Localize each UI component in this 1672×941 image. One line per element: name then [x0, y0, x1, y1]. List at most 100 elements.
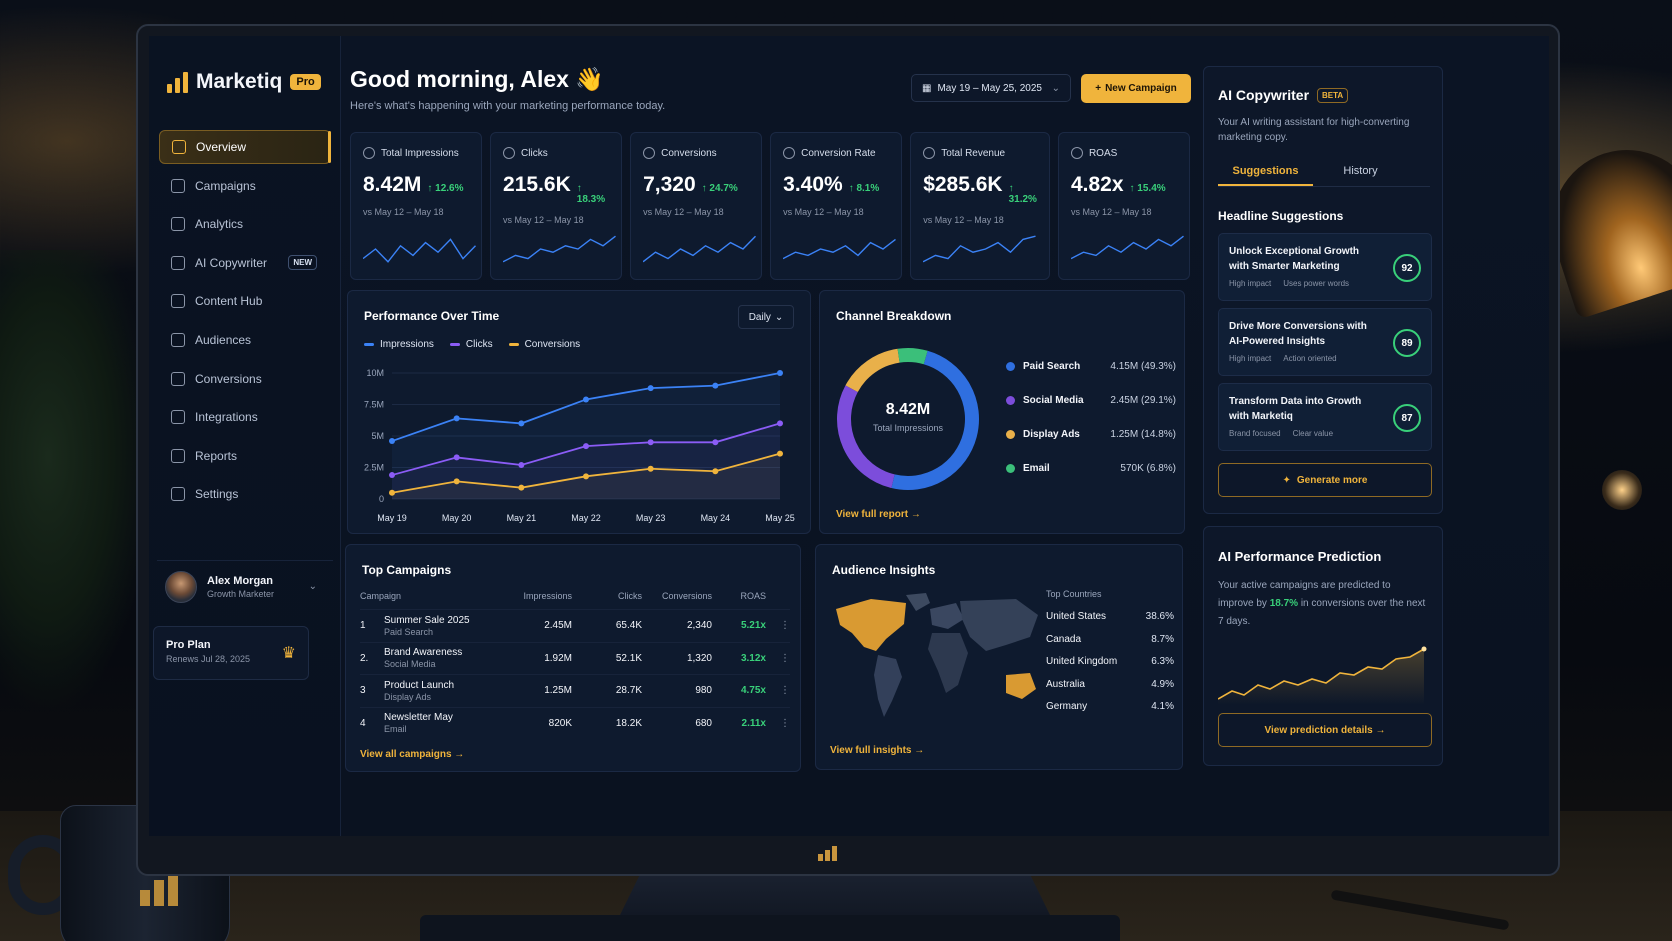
data-point-impressions[interactable]	[712, 382, 719, 389]
plan-card[interactable]: Pro Plan Renews Jul 28, 2025 ♛	[153, 626, 309, 680]
data-point-conversions[interactable]	[647, 465, 654, 472]
table-row[interactable]: 4 Newsletter May Email 820K 18.2K 680 2.11x ⋮	[360, 706, 790, 739]
view-full-report-link[interactable]: View full report →	[836, 509, 921, 520]
sidebar-item-reports[interactable]: Reports	[159, 439, 331, 473]
suggestion-tags: High impact Uses power words	[1229, 279, 1421, 288]
world-map[interactable]	[826, 589, 1046, 729]
data-point-clicks[interactable]	[518, 461, 525, 468]
table-row[interactable]: 1 Summer Sale 2025 Paid Search 2.45M 65.4K 2,…	[360, 609, 790, 641]
country-row[interactable]: Australia 4.9%	[1046, 679, 1174, 690]
column-header-conversions[interactable]: Conversions	[661, 591, 712, 601]
column-header-roas[interactable]: ROAS	[740, 591, 766, 601]
data-point-clicks[interactable]	[389, 472, 395, 479]
suggestion-score: 87	[1393, 404, 1421, 432]
kpi-card-total-impressions[interactable]: Total Impressions 8.42M ↑ 12.6% vs May 12 –…	[350, 132, 483, 280]
more-options-icon[interactable]: ⋮	[780, 685, 790, 696]
plan-name: Pro Plan	[166, 639, 211, 651]
sidebar-item-ai-copywriter[interactable]: AI Copywriter NEW	[159, 246, 331, 280]
sidebar-item-audiences[interactable]: Audiences	[159, 323, 331, 357]
sidebar-item-overview[interactable]: Overview	[159, 130, 331, 164]
donut-slice-paid-search[interactable]	[891, 350, 979, 490]
column-header-campaign[interactable]: Campaign	[360, 591, 402, 601]
headline-suggestion[interactable]: Drive More Conversions with AI-Powered I…	[1218, 308, 1432, 376]
data-point-conversions[interactable]	[389, 489, 395, 496]
data-point-impressions[interactable]	[583, 396, 589, 403]
data-point-clicks[interactable]	[712, 439, 719, 446]
date-range-picker[interactable]: ▦ May 19 – May 25, 2025 ⌄	[911, 74, 1071, 102]
data-point-conversions[interactable]	[712, 468, 719, 475]
data-point-impressions[interactable]	[389, 438, 395, 445]
campaign-name: Brand Awareness	[384, 647, 463, 658]
data-point-impressions[interactable]	[647, 385, 654, 392]
more-options-icon[interactable]: ⋮	[780, 652, 790, 664]
channel-row-display-ads[interactable]: Display Ads 1.25M (14.8%)	[1006, 417, 1176, 451]
channel-row-email[interactable]: Email 570K (6.8%)	[1006, 451, 1176, 485]
data-point-clicks[interactable]	[777, 420, 783, 427]
suggestion-text: Transform Data into Growth with Marketiq	[1229, 396, 1362, 422]
sidebar-item-label: Content Hub	[195, 294, 263, 309]
data-point-impressions[interactable]	[777, 370, 783, 376]
data-point-conversions[interactable]	[453, 478, 460, 485]
kpi-card-clicks[interactable]: Clicks 215.6K ↑ 18.3% vs May 12 – May 18	[490, 132, 623, 280]
kpi-card-conversions[interactable]: Conversions 7,320 ↑ 24.7% vs May 12 – May 1…	[630, 132, 763, 280]
tab-suggestions[interactable]: Suggestions	[1218, 163, 1313, 186]
data-point-impressions[interactable]	[518, 420, 525, 427]
headline-suggestion[interactable]: Transform Data into Growth with Marketiq…	[1218, 383, 1432, 451]
country-row[interactable]: Germany 4.1%	[1046, 701, 1174, 712]
more-options-icon[interactable]: ⋮	[780, 620, 790, 631]
sidebar-item-content-hub[interactable]: Content Hub	[159, 284, 331, 318]
channel-color-dot	[1006, 395, 1015, 405]
table-row[interactable]: 2. Brand Awareness Social Media 1.92M 52.1K 1…	[360, 641, 790, 674]
table-row[interactable]: 3 Product Launch Display Ads 1.25M 28.7K 980 4…	[360, 674, 790, 706]
sidebar-item-settings[interactable]: Settings	[159, 477, 331, 511]
sidebar-item-integrations[interactable]: Integrations	[159, 400, 331, 434]
sidebar-item-conversions[interactable]: Conversions	[159, 362, 331, 396]
channel-row-social-media[interactable]: Social Media 2.45M (29.1%)	[1006, 383, 1176, 417]
keyboard	[420, 915, 1120, 941]
period-select[interactable]: Daily ⌄	[738, 305, 794, 329]
generate-more-button[interactable]: ✦ Generate more	[1218, 463, 1432, 497]
new-campaign-button[interactable]: + New Campaign	[1081, 74, 1191, 103]
channel-donut-chart	[837, 348, 979, 490]
sidebar-item-analytics[interactable]: Analytics	[159, 207, 331, 241]
country-row[interactable]: Canada 8.7%	[1046, 634, 1174, 645]
column-header-clicks[interactable]: Clicks	[618, 591, 642, 601]
kpi-label-text: Total Impressions	[381, 147, 459, 159]
donut-slice-social-media[interactable]	[837, 385, 895, 489]
channel-row-paid-search[interactable]: Paid Search 4.15M (49.3%)	[1006, 349, 1176, 383]
view-full-insights-link[interactable]: View full insights →	[830, 745, 925, 756]
data-point-impressions[interactable]	[453, 415, 460, 422]
gear-icon	[171, 487, 185, 502]
data-point-clicks[interactable]	[453, 454, 460, 461]
country-row[interactable]: United States 38.6%	[1046, 611, 1174, 622]
data-point-clicks[interactable]	[583, 443, 589, 450]
kpi-row: Total Impressions 8.42M ↑ 12.6% vs May 12 –…	[350, 132, 1190, 280]
more-options-icon[interactable]: ⋮	[780, 717, 790, 729]
donut-slice-display-ads[interactable]	[845, 348, 900, 393]
chevron-down-icon[interactable]: ⌄	[308, 581, 317, 592]
kpi-card-total-revenue[interactable]: Total Revenue $285.6K ↑ 31.2% vs May 12 – M…	[910, 132, 1050, 280]
kpi-card-conversion-rate[interactable]: Conversion Rate 3.40% ↑ 8.1% vs May 12 – Ma…	[770, 132, 903, 280]
tab-history[interactable]: History	[1343, 165, 1378, 177]
data-point-conversions[interactable]	[583, 473, 589, 480]
x-tick-label: May 22	[571, 513, 601, 523]
data-point-clicks[interactable]	[647, 439, 654, 446]
kpi-sparkline	[363, 238, 477, 263]
kpi-card-roas[interactable]: ROAS 4.82x ↑ 15.4% vs May 12 – May 18	[1057, 132, 1190, 280]
legend-item-impressions[interactable]: Impressions	[364, 339, 434, 350]
column-header-impressions[interactable]: Impressions	[523, 591, 572, 601]
donut-slice-email[interactable]	[897, 348, 928, 365]
user-menu[interactable]: Alex Morgan Growth Marketer ⌄	[157, 560, 333, 612]
view-prediction-details-button[interactable]: View prediction details →	[1218, 713, 1432, 747]
sidebar-item-campaigns[interactable]: Campaigns	[159, 169, 331, 203]
kpi-sparkline	[923, 235, 1036, 263]
country-row[interactable]: United Kingdom 6.3%	[1046, 656, 1174, 667]
legend-item-clicks[interactable]: Clicks	[449, 339, 493, 350]
brand-logo[interactable]: Marketiq Pro	[167, 70, 321, 94]
headline-suggestion[interactable]: Unlock Exceptional Growth with Smarter M…	[1218, 233, 1432, 301]
view-all-campaigns-link[interactable]: View all campaigns →	[360, 749, 465, 760]
data-point-conversions[interactable]	[777, 450, 783, 457]
data-point-conversions[interactable]	[518, 484, 525, 491]
legend-item-conversions[interactable]: Conversions	[508, 339, 580, 350]
kpi-compare: vs May 12 – May 18	[783, 207, 864, 217]
